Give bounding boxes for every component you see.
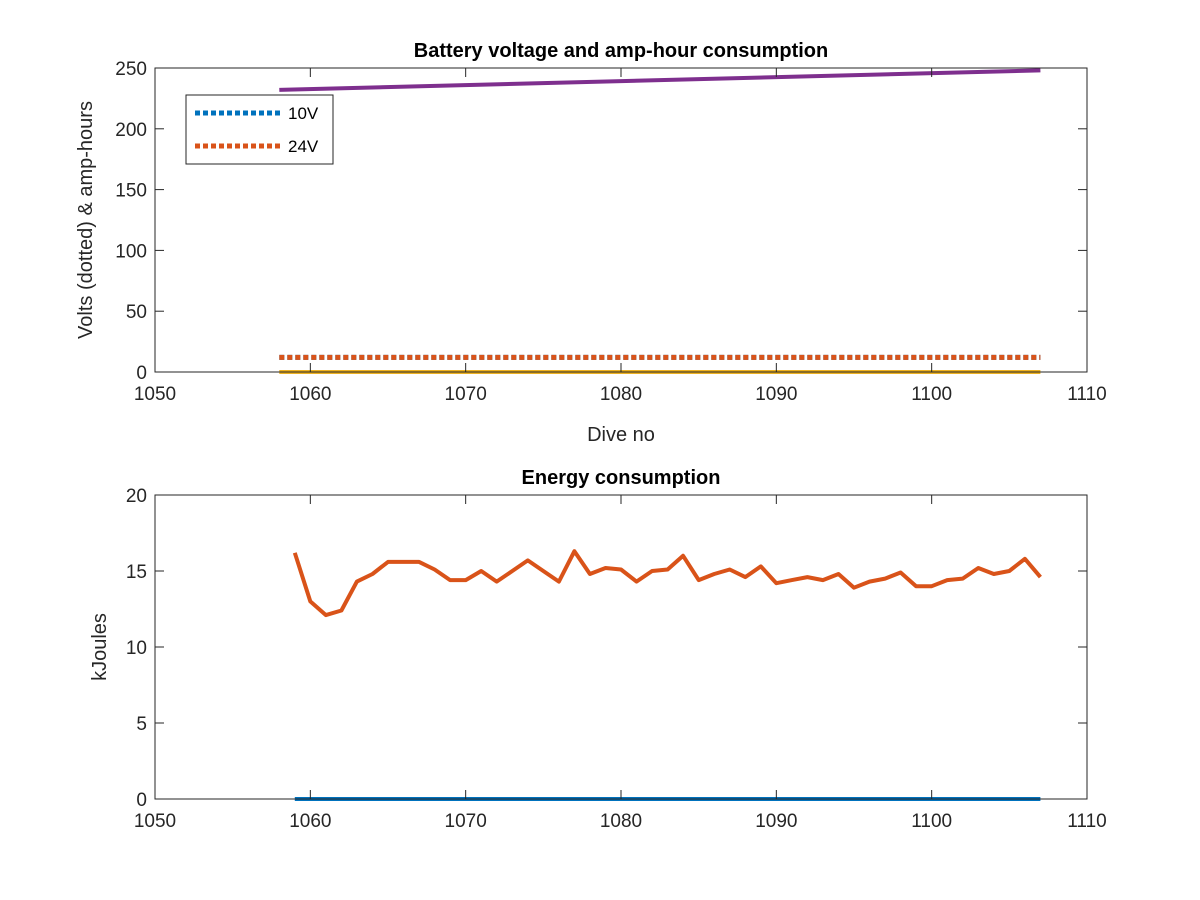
bottom-x-tick-label: 1090 [755, 811, 797, 832]
bottom-y-tick-label: 15 [126, 562, 147, 583]
top-x-tick-label: 1070 [445, 384, 487, 405]
top-subplot: 1050 1060 1070 1080 1090 1100 1110 0 50 100 150 200… [75, 40, 1107, 446]
legend: 10V 24V [185, 94, 334, 165]
bottom-series-line-orange-1 [292, 549, 1042, 618]
top-ticks: 1050 1060 1070 1080 1090 1100 1110 0 50 100 150 200… [115, 59, 1106, 405]
bottom-y-axis-label: kJoules [89, 613, 111, 681]
bottom-x-tick-label: 1080 [600, 811, 642, 832]
top-y-tick-label: 200 [115, 120, 147, 141]
top-x-tick-label: 1080 [600, 384, 642, 405]
top-x-tick-label: 1100 [911, 384, 952, 405]
legend-box [185, 94, 334, 165]
top-y-tick-label: 0 [136, 363, 147, 384]
bottom-ticks: 1050 1060 1070 1080 1090 1100 1110 0 5 10 15 20 [126, 486, 1107, 832]
top-series-line-purple-3 [279, 68, 1041, 92]
top-x-axis-label: Dive no [587, 424, 655, 446]
bottom-y-tick-label: 20 [126, 486, 147, 507]
top-y-tick-label: 50 [126, 302, 147, 323]
top-chart-title: Battery voltage and amp-hour consumption [414, 40, 828, 62]
top-y-tick-label: 150 [115, 181, 147, 202]
bottom-y-tick-label: 0 [136, 790, 147, 811]
top-y-tick-label: 100 [115, 241, 147, 262]
top-y-axis-label: Volts (dotted) & amp-hours [75, 101, 97, 339]
bottom-chart-title: Energy consumption [522, 467, 721, 489]
bottom-x-tick-label: 1060 [289, 811, 331, 832]
bottom-x-tick-label: 1110 [1067, 811, 1106, 832]
bottom-x-tick-label: 1050 [134, 811, 176, 832]
top-x-tick-label: 1090 [755, 384, 797, 405]
bottom-x-tick-label: 1100 [911, 811, 952, 832]
legend-label-24v: 24V [288, 137, 319, 156]
top-x-tick-label: 1110 [1067, 384, 1106, 405]
bottom-y-tick-label: 5 [136, 714, 147, 735]
legend-label-10v: 10V [288, 104, 319, 123]
bottom-subplot: 1050 1060 1070 1080 1090 1100 1110 0 5 10 15 20 Ene… [89, 467, 1107, 832]
bottom-x-tick-label: 1070 [445, 811, 487, 832]
bottom-y-tick-label: 10 [126, 638, 147, 659]
top-y-tick-label: 250 [115, 59, 147, 80]
top-x-tick-label: 1050 [134, 384, 176, 405]
top-x-tick-label: 1060 [289, 384, 331, 405]
